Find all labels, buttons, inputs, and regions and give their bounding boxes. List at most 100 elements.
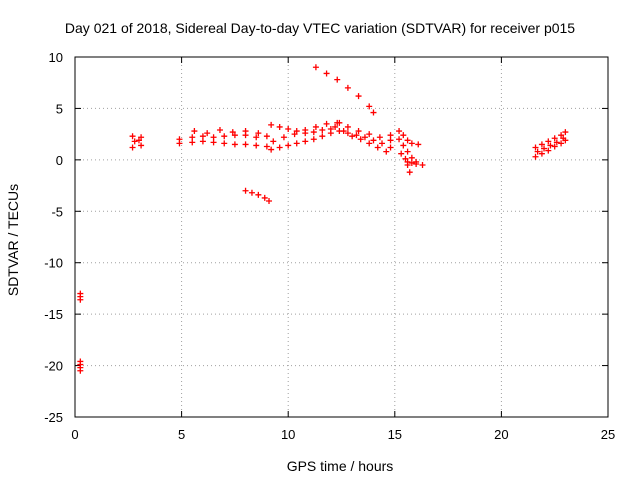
data-point bbox=[293, 140, 300, 147]
data-track bbox=[176, 138, 270, 150]
y-tick-label: 0 bbox=[56, 153, 63, 168]
x-tick-label: 25 bbox=[601, 427, 615, 442]
data-point bbox=[210, 134, 217, 141]
data-point bbox=[189, 139, 196, 146]
data-point bbox=[545, 138, 552, 145]
y-tick-labels: -25 -20 -15 -10 -5 0 5 10 bbox=[44, 50, 63, 425]
data-point bbox=[266, 198, 273, 204]
data-point bbox=[560, 135, 567, 142]
data-point bbox=[349, 133, 356, 140]
data-point bbox=[361, 134, 368, 141]
data-point bbox=[400, 142, 407, 149]
data-point bbox=[551, 143, 558, 150]
data-point bbox=[327, 130, 334, 137]
data-point bbox=[276, 144, 283, 151]
data-track bbox=[534, 135, 567, 155]
data-point bbox=[285, 142, 292, 149]
data-point bbox=[553, 139, 560, 146]
grid bbox=[75, 57, 608, 417]
data-point bbox=[242, 141, 249, 148]
data-point bbox=[199, 138, 206, 145]
data-track bbox=[176, 132, 270, 143]
plot-frame bbox=[74, 56, 609, 418]
y-tick-label: -10 bbox=[44, 256, 63, 271]
data-point bbox=[293, 128, 300, 135]
data-point bbox=[332, 123, 339, 130]
data-point bbox=[366, 131, 373, 138]
data-point bbox=[268, 146, 275, 153]
data-point bbox=[323, 120, 330, 127]
data-point bbox=[261, 194, 268, 201]
data-point bbox=[370, 109, 377, 116]
data-point bbox=[355, 128, 362, 135]
data-point bbox=[189, 134, 196, 141]
y-axis-label: SDTVAR / TECUs bbox=[5, 184, 21, 296]
data-point bbox=[353, 132, 360, 139]
data-point bbox=[229, 129, 236, 136]
data-point bbox=[541, 145, 548, 152]
data-point bbox=[370, 137, 377, 144]
data-point bbox=[340, 128, 347, 135]
data-point bbox=[344, 84, 351, 91]
data-point bbox=[366, 140, 373, 147]
data-point bbox=[400, 132, 407, 139]
data-point bbox=[396, 136, 403, 143]
data-point bbox=[532, 153, 539, 160]
data-point bbox=[534, 148, 541, 155]
data-point bbox=[547, 142, 554, 149]
data-track bbox=[129, 133, 145, 151]
data-point bbox=[77, 367, 84, 374]
data-point bbox=[242, 128, 249, 135]
y-tick-label: 5 bbox=[56, 101, 63, 116]
data-point bbox=[248, 189, 255, 196]
data-point bbox=[402, 155, 409, 162]
y-tick-label: -15 bbox=[44, 307, 63, 322]
y-tick-label: -25 bbox=[44, 410, 63, 425]
data-point bbox=[344, 123, 351, 130]
data-points bbox=[77, 64, 569, 374]
data-point bbox=[280, 134, 287, 141]
data-point bbox=[387, 137, 394, 144]
data-point bbox=[138, 134, 145, 141]
data-point bbox=[263, 133, 270, 140]
data-point bbox=[551, 135, 558, 142]
data-point bbox=[135, 137, 142, 144]
data-point bbox=[268, 121, 275, 128]
data-point bbox=[538, 141, 545, 148]
y-tick-label: -20 bbox=[44, 359, 63, 374]
data-point bbox=[221, 133, 228, 140]
data-point bbox=[310, 129, 317, 136]
data-point bbox=[408, 154, 415, 161]
data-point bbox=[532, 144, 539, 151]
data-point bbox=[221, 140, 228, 147]
data-point bbox=[191, 128, 198, 135]
data-point bbox=[231, 132, 238, 139]
data-point bbox=[562, 129, 569, 136]
data-point bbox=[357, 136, 364, 143]
data-point bbox=[398, 150, 405, 157]
data-point bbox=[387, 132, 394, 139]
data-track bbox=[77, 290, 84, 303]
data-point bbox=[176, 140, 183, 147]
data-point bbox=[404, 137, 411, 144]
x-axis-label: GPS time / hours bbox=[287, 458, 394, 474]
data-track bbox=[396, 128, 422, 148]
data-point bbox=[374, 144, 381, 151]
y-tick-label: 10 bbox=[49, 50, 63, 65]
data-point bbox=[231, 141, 238, 148]
data-track bbox=[242, 187, 273, 204]
data-track bbox=[77, 358, 84, 374]
data-point bbox=[138, 142, 145, 149]
data-track bbox=[312, 64, 377, 116]
data-point bbox=[77, 296, 84, 303]
axis-ticks bbox=[74, 56, 609, 418]
x-tick-labels: 0 5 10 15 20 25 bbox=[71, 427, 615, 442]
y-tick-label: -5 bbox=[51, 204, 63, 219]
x-tick-label: 15 bbox=[388, 427, 402, 442]
data-point bbox=[312, 123, 319, 130]
chart-title: Day 021 of 2018, Sidereal Day-to-day VTE… bbox=[65, 20, 575, 36]
data-point bbox=[396, 128, 403, 135]
data-point bbox=[319, 127, 326, 134]
data-point bbox=[334, 76, 341, 83]
